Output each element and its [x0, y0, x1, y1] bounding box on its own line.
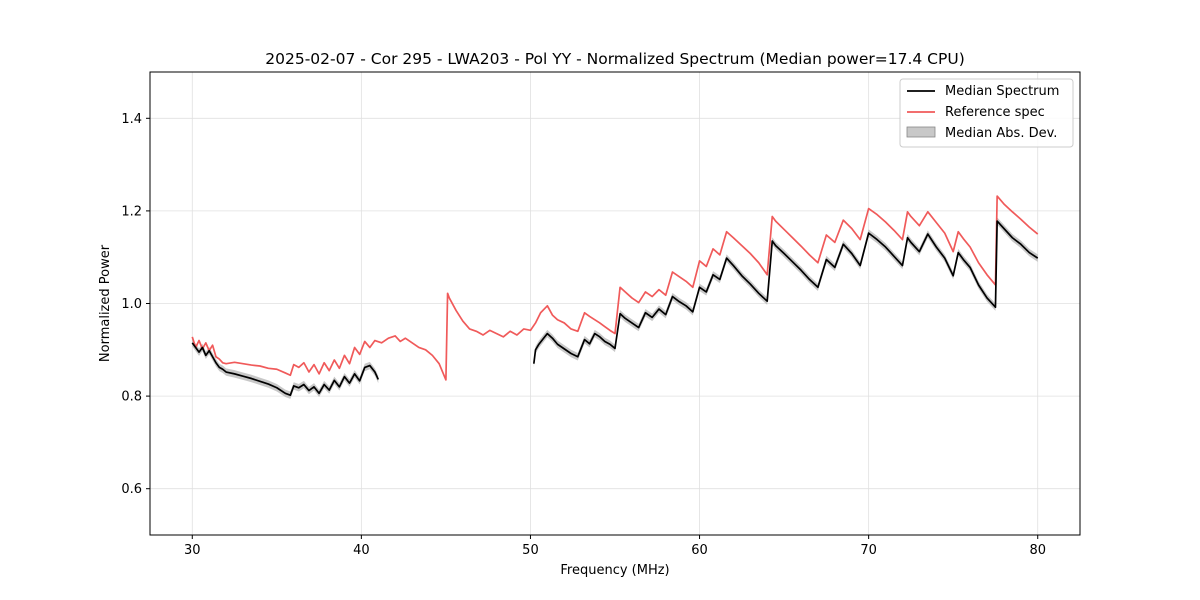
x-tick-label: 60	[691, 543, 708, 558]
x-tick-label: 30	[184, 543, 201, 558]
chart-title: 2025-02-07 - Cor 295 - LWA203 - Pol YY -…	[265, 50, 965, 68]
x-axis-label: Frequency (MHz)	[560, 563, 669, 578]
x-tick-label: 50	[522, 543, 539, 558]
legend-median-label: Median Spectrum	[945, 84, 1059, 99]
y-tick-label: 1.4	[121, 112, 142, 127]
y-tick-label: 1.2	[121, 204, 142, 219]
y-tick-label: 0.6	[121, 482, 142, 497]
legend-mad-label: Median Abs. Dev.	[945, 126, 1057, 141]
y-axis-label: Normalized Power	[98, 244, 113, 362]
y-tick-label: 0.8	[121, 390, 142, 405]
x-tick-label: 80	[1029, 543, 1046, 558]
median-spectrum-line	[532, 220, 1039, 364]
legend-box	[899, 78, 1074, 148]
x-tick-label: 70	[860, 543, 877, 558]
x-tick-label: 40	[353, 543, 370, 558]
legend-mad-swatch	[906, 126, 936, 138]
legend: Median Spectrum Reference spec Median Ab…	[899, 78, 1074, 148]
tick-layer: 30 40 50 60 70 80 0.6 0.8 1.0 1.2 1.4	[121, 112, 1046, 558]
y-tick-label: 1.0	[121, 297, 142, 312]
series-layer	[191, 195, 1039, 397]
legend-reference-label: Reference spec	[945, 105, 1045, 120]
reference-spectrum-line	[191, 195, 1039, 381]
median-spectrum-line	[191, 342, 380, 397]
